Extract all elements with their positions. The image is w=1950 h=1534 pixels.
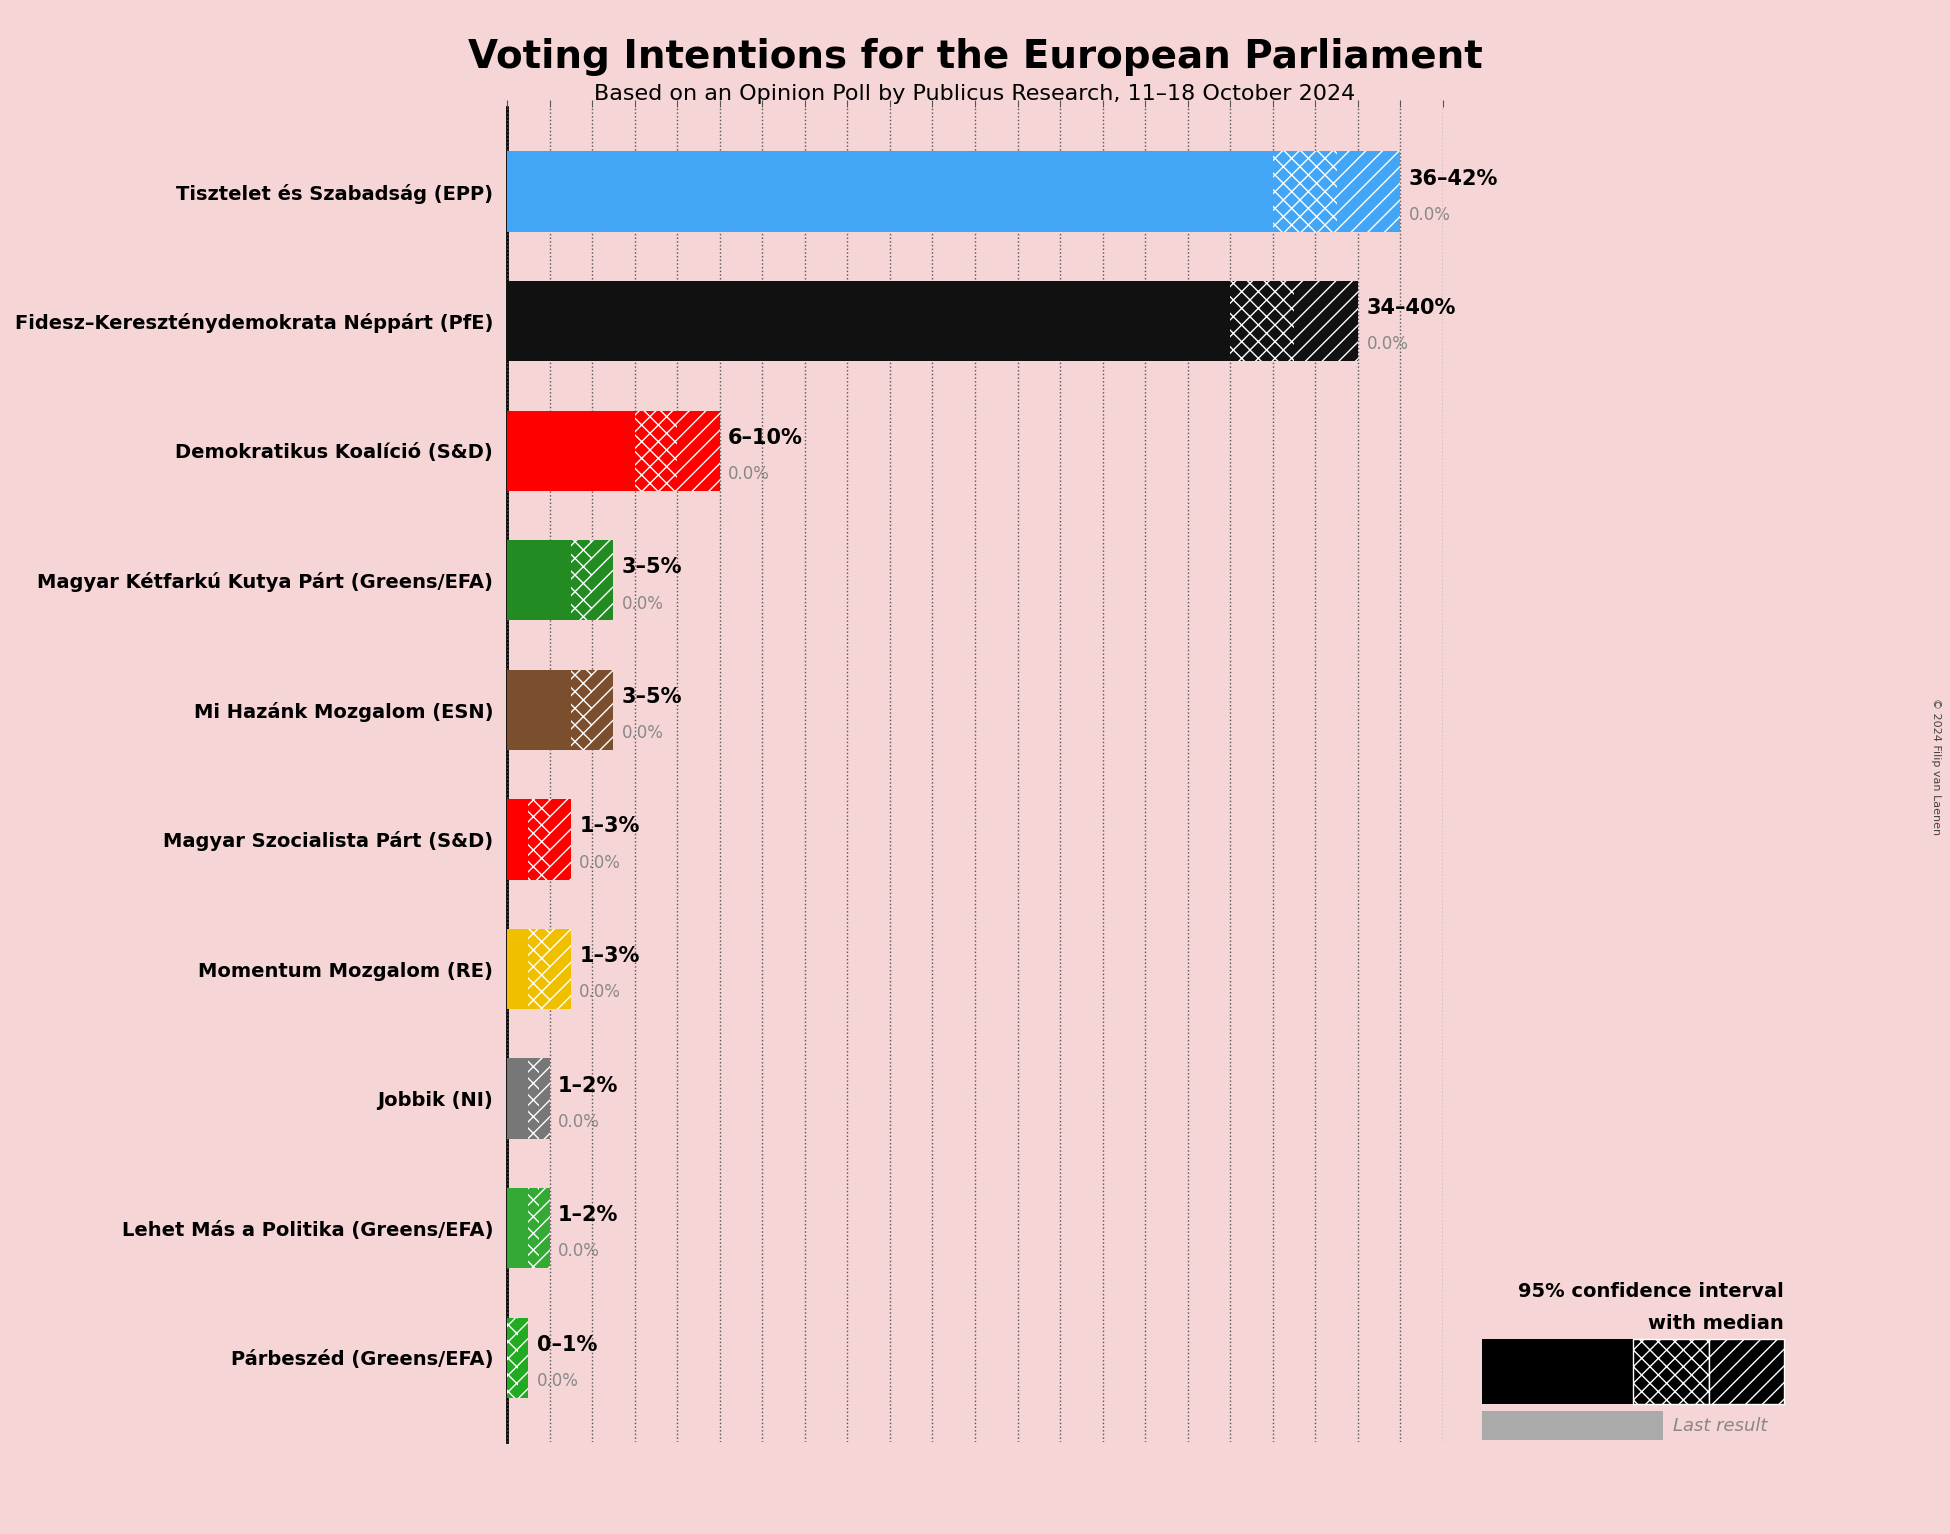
Bar <box>593 670 614 750</box>
Text: 0.0%: 0.0% <box>727 465 770 483</box>
Text: 1–2%: 1–2% <box>558 1075 618 1095</box>
Text: 0.0%: 0.0% <box>622 595 663 612</box>
Text: with median: with median <box>1648 1315 1784 1333</box>
Bar <box>517 1318 528 1397</box>
Bar <box>507 1187 528 1269</box>
Bar <box>1295 281 1357 362</box>
Bar <box>507 1058 528 1138</box>
Text: Based on an Opinion Poll by Publicus Research, 11–18 October 2024: Based on an Opinion Poll by Publicus Res… <box>595 84 1355 104</box>
Text: 34–40%: 34–40% <box>1367 298 1457 318</box>
Bar <box>634 411 677 491</box>
Bar <box>538 1187 550 1269</box>
Text: 0.0%: 0.0% <box>579 854 622 871</box>
Text: 0.0%: 0.0% <box>558 1243 601 1261</box>
Text: © 2024 Filip van Laenen: © 2024 Filip van Laenen <box>1930 698 1942 836</box>
Bar <box>507 152 1273 232</box>
Bar <box>571 670 593 750</box>
Text: 95% confidence interval: 95% confidence interval <box>1519 1282 1784 1301</box>
Text: Voting Intentions for the European Parliament: Voting Intentions for the European Parli… <box>468 38 1482 77</box>
Bar <box>507 281 1230 362</box>
Bar <box>507 411 634 491</box>
Text: 0.0%: 0.0% <box>622 724 663 742</box>
Bar <box>517 1318 528 1397</box>
Bar <box>507 799 528 879</box>
Bar <box>1230 281 1295 362</box>
Text: 36–42%: 36–42% <box>1410 169 1498 189</box>
Bar <box>507 670 571 750</box>
Bar <box>677 411 720 491</box>
Bar <box>571 540 593 620</box>
Text: Last result: Last result <box>1673 1417 1767 1434</box>
Bar <box>538 1058 550 1138</box>
Text: 3–5%: 3–5% <box>622 557 682 577</box>
Text: 3–5%: 3–5% <box>622 687 682 707</box>
Bar <box>550 930 571 1009</box>
Bar <box>550 799 571 879</box>
Bar <box>507 1318 517 1397</box>
Text: 1–2%: 1–2% <box>558 1206 618 1226</box>
Bar <box>1336 152 1400 232</box>
Text: 1–3%: 1–3% <box>579 816 640 836</box>
Bar <box>593 540 614 620</box>
Text: 0.0%: 0.0% <box>1367 336 1408 353</box>
Bar <box>507 540 571 620</box>
Text: 0.0%: 0.0% <box>579 983 622 1002</box>
Text: 0.0%: 0.0% <box>536 1371 579 1390</box>
Text: 0.0%: 0.0% <box>1410 206 1451 224</box>
Bar <box>1273 152 1336 232</box>
Text: 0–1%: 0–1% <box>536 1335 597 1355</box>
Bar <box>528 799 550 879</box>
Bar <box>528 1187 538 1269</box>
Text: 6–10%: 6–10% <box>727 428 803 448</box>
Bar <box>507 1318 517 1397</box>
Bar <box>507 930 528 1009</box>
Text: 0.0%: 0.0% <box>558 1114 601 1131</box>
Bar <box>528 1058 538 1138</box>
Text: 1–3%: 1–3% <box>579 946 640 966</box>
Bar <box>528 930 550 1009</box>
